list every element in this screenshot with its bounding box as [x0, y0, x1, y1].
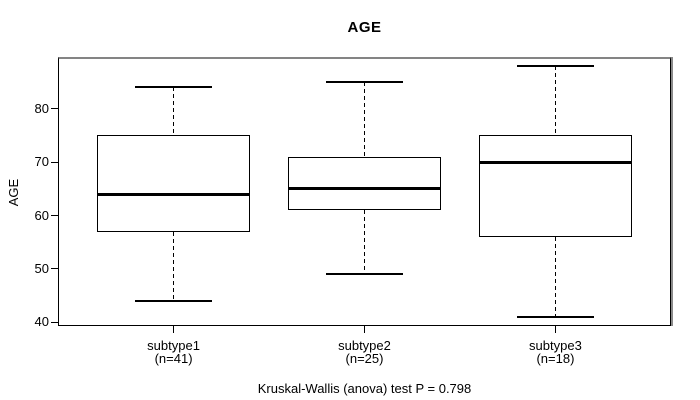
y-tick-label: 80	[34, 100, 49, 116]
median-line	[288, 187, 441, 191]
group-name: subtype2	[338, 338, 391, 353]
x-group-label: subtype2 (n=25)	[295, 338, 435, 366]
iqr-box	[479, 135, 632, 237]
lower-whisker-cap	[517, 315, 594, 318]
group-n: (n=25)	[345, 350, 384, 366]
x-axis-tick	[554, 326, 556, 333]
plot-area	[58, 57, 671, 326]
upper-whisker-cap	[135, 86, 212, 89]
iqr-box	[288, 156, 441, 211]
group-name: subtype1	[147, 338, 200, 353]
y-axis-title: AGE	[0, 59, 27, 325]
x-axis-tick	[364, 326, 365, 333]
upper-whisker-cap	[517, 64, 594, 67]
group-name: subtype3	[529, 338, 582, 353]
lower-whisker-line	[364, 210, 365, 275]
upper-whisker-cap	[326, 80, 403, 83]
median-line	[97, 192, 250, 196]
x-group-label: subtype3 (n=18)	[485, 338, 625, 366]
y-axis-tick	[51, 215, 58, 216]
upper-whisker-line	[173, 87, 175, 136]
y-tick-label: 40	[34, 314, 49, 330]
lower-whisker-cap	[326, 273, 403, 276]
upper-whisker-line	[364, 81, 365, 157]
group-n: (n=41)	[154, 350, 193, 366]
group-n: (n=18)	[536, 350, 575, 366]
chart-title: AGE	[347, 19, 382, 36]
stat-test-caption: Kruskal-Wallis (anova) test P = 0.798	[257, 381, 472, 396]
y-tick-label: 50	[34, 260, 49, 276]
lower-whisker-cap	[135, 299, 212, 302]
lower-whisker-line	[554, 236, 556, 317]
y-axis-tick	[51, 108, 58, 110]
upper-whisker-line	[554, 65, 556, 136]
y-tick-label: 70	[34, 154, 49, 170]
lower-whisker-line	[173, 231, 175, 301]
y-axis-title-text: AGE	[6, 178, 21, 206]
x-axis-tick	[173, 326, 175, 333]
y-axis-tick	[51, 321, 58, 323]
y-axis-tick	[51, 161, 58, 163]
y-axis-tick	[51, 268, 58, 270]
y-tick-label: 60	[34, 207, 49, 223]
iqr-box	[97, 135, 250, 232]
median-line	[479, 160, 632, 164]
x-group-label: subtype1 (n=41)	[104, 338, 244, 366]
